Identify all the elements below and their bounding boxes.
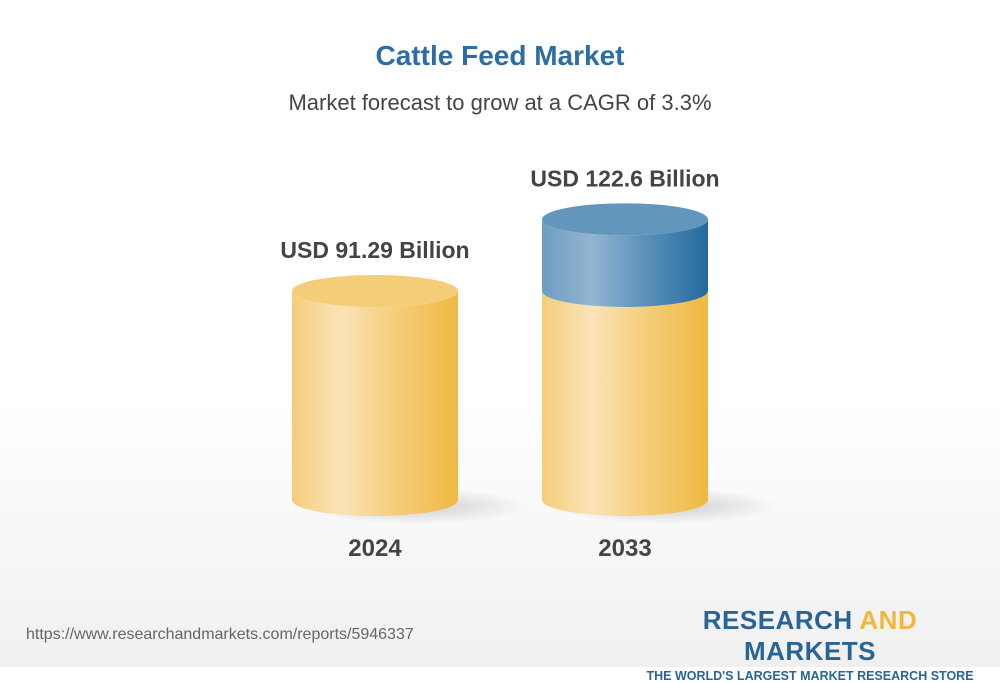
chart-title: Cattle Feed Market <box>375 40 625 71</box>
logo-text-markets: MARKETS <box>743 636 877 666</box>
logo-tagline: THE WORLD'S LARGEST MARKET RESEARCH STOR… <box>646 669 974 683</box>
cylinder-base-segment-2033 <box>542 291 708 516</box>
logo-text-and: AND <box>859 605 918 635</box>
data-label: USD 91.29 Billion <box>280 237 469 263</box>
cylinder-growth-segment-2033 <box>542 219 708 307</box>
x-tick-label: 2033 <box>598 535 651 562</box>
data-label: USD 122.6 Billion <box>530 165 719 191</box>
chart-subtitle: Market forecast to grow at a CAGR of 3.3… <box>288 90 712 115</box>
cylinder-bar-2024 <box>292 291 458 516</box>
cylinder-top <box>292 275 458 307</box>
logo-text-research: RESEARCH <box>702 605 860 635</box>
source-url[interactable]: https://www.researchandmarkets.com/repor… <box>26 626 414 643</box>
x-tick-label: 2024 <box>348 535 402 562</box>
research-and-markets-logo: RESEARCH AND MARKETS THE WORLD'S LARGEST… <box>640 605 980 683</box>
cylinder-chart: USD 91.29 Billion 2024 USD 122.6 Billion 20… <box>280 165 778 562</box>
cylinder-top <box>542 203 708 236</box>
